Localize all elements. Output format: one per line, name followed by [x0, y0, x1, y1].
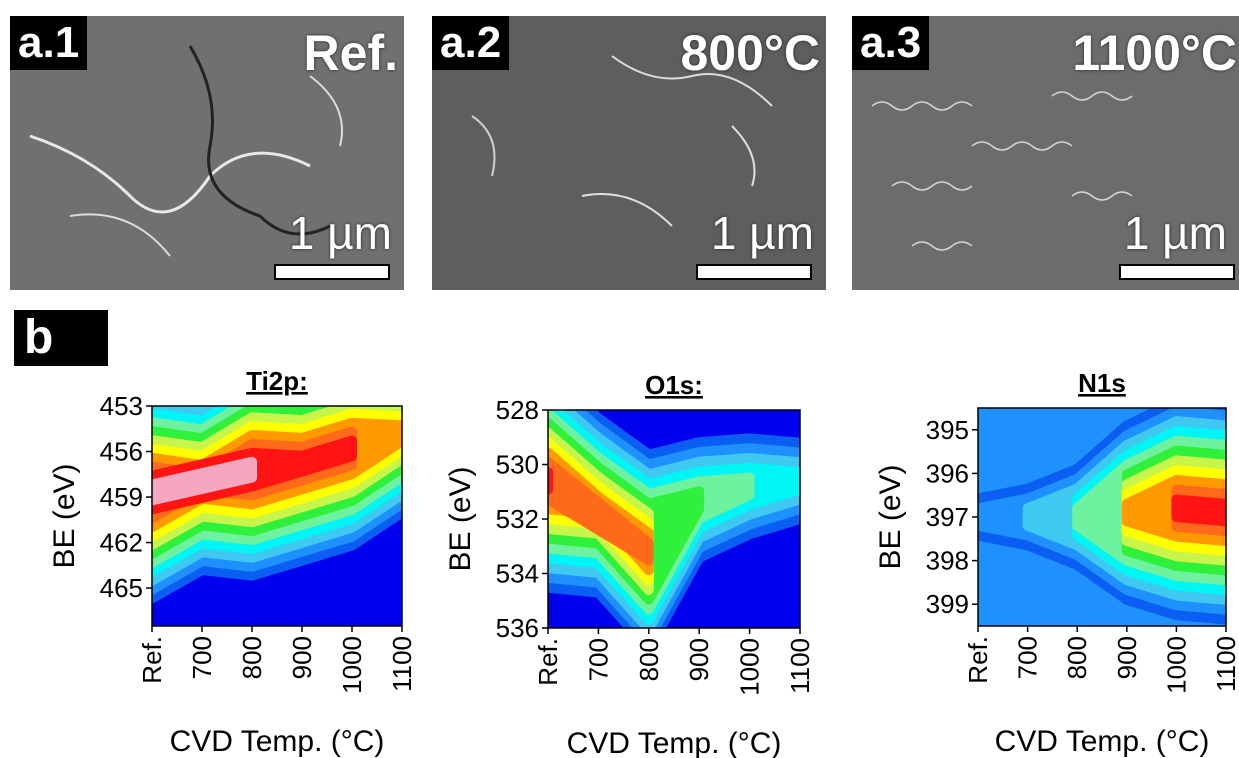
x-axis-label: CVD Temp. (°C) [995, 725, 1210, 758]
sem-image-1100: a.3 1100°C 1 µm [852, 16, 1239, 290]
scale-label: 1 µm [1123, 207, 1227, 259]
y-tick-label: 532 [496, 504, 539, 534]
sem-image-800: a.2 800°C 1 µm [432, 16, 826, 290]
x-tick-label: Ref. [533, 638, 563, 686]
y-tick-label: 462 [100, 528, 143, 558]
sem-condition-800: 800°C [680, 25, 820, 81]
x-tick-label: 700 [1013, 636, 1043, 679]
y-tick-label: 530 [496, 450, 539, 480]
sem-condition-1100: 1100°C [1072, 25, 1237, 81]
y-tick-label: 465 [100, 573, 143, 603]
x-tick-label: 900 [1112, 636, 1142, 679]
sem-condition-ref: Ref. [303, 25, 398, 81]
x-axis-label: CVD Temp. (°C) [170, 725, 385, 758]
x-tick-label: 1000 [1161, 636, 1191, 694]
scale-bar [696, 264, 812, 280]
x-tick-label: 1100 [387, 636, 417, 692]
y-tick-label: 453 [100, 391, 143, 421]
contour-level-12 [152, 456, 257, 506]
panel-b-tag: b [14, 310, 108, 366]
scale-bar [274, 264, 390, 280]
chart-title: Ti2p: [246, 366, 308, 396]
y-tick-label: 459 [100, 482, 143, 512]
y-axis-label: BE (eV) [48, 463, 81, 568]
x-tick-label: 700 [583, 638, 613, 681]
xps-heatmaps: 453 456 459 462 465 Ref. 700 800 900 1000 1100 Ti2p… [48, 366, 1239, 758]
contour-level-10 [548, 457, 654, 566]
x-tick-label: 800 [634, 638, 664, 681]
x-tick-label: 900 [684, 638, 714, 681]
sem-tag-a1: a.1 [10, 16, 88, 70]
chart-title: N1s [1078, 368, 1126, 398]
y-axis-label: BE (eV) [444, 466, 477, 571]
x-tick-label: 700 [187, 636, 217, 679]
sem-tag-a3: a.3 [852, 16, 930, 70]
heatmap-0: 453 456 459 462 465 Ref. 700 800 900 1000 1100 Ti2p… [48, 366, 417, 758]
contour-level-11 [1171, 494, 1226, 527]
y-tick-label: 397 [926, 502, 969, 532]
scale-label: 1 µm [710, 207, 814, 259]
y-tick-label: 456 [100, 437, 143, 467]
y-axis-label: BE (eV) [874, 464, 907, 569]
x-axis-label: CVD Temp. (°C) [567, 727, 782, 758]
scale-bar [1119, 264, 1235, 280]
y-tick-label: 528 [496, 395, 539, 425]
y-tick-label: 536 [496, 613, 539, 643]
y-tick-label: 396 [926, 458, 969, 488]
y-tick-label: 534 [496, 559, 539, 589]
sem-texture-1100 [852, 16, 1239, 290]
y-tick-label: 399 [926, 589, 969, 619]
x-tick-label: 900 [287, 636, 317, 679]
x-tick-label: Ref. [137, 636, 167, 684]
scale-label: 1 µm [288, 207, 392, 259]
x-tick-label: 800 [237, 636, 267, 679]
sem-tag-a2: a.2 [432, 16, 510, 70]
x-tick-label: Ref. [963, 636, 993, 684]
x-tick-label: 1000 [735, 638, 765, 696]
x-tick-label: 1100 [1211, 636, 1239, 692]
sem-image-ref: a.1 Ref. 1 µm [10, 16, 404, 290]
x-tick-label: 1100 [785, 638, 815, 694]
y-tick-label: 395 [926, 415, 969, 445]
heatmap-2: 395 396 397 398 399 Ref. 700 800 900 1000 1100 N1s C… [874, 368, 1239, 758]
plot-frame [151, 405, 403, 627]
x-tick-label: 1000 [337, 636, 367, 694]
x-tick-label: 800 [1062, 636, 1092, 679]
y-tick-label: 398 [926, 546, 969, 576]
chart-title: O1s: [645, 370, 703, 400]
